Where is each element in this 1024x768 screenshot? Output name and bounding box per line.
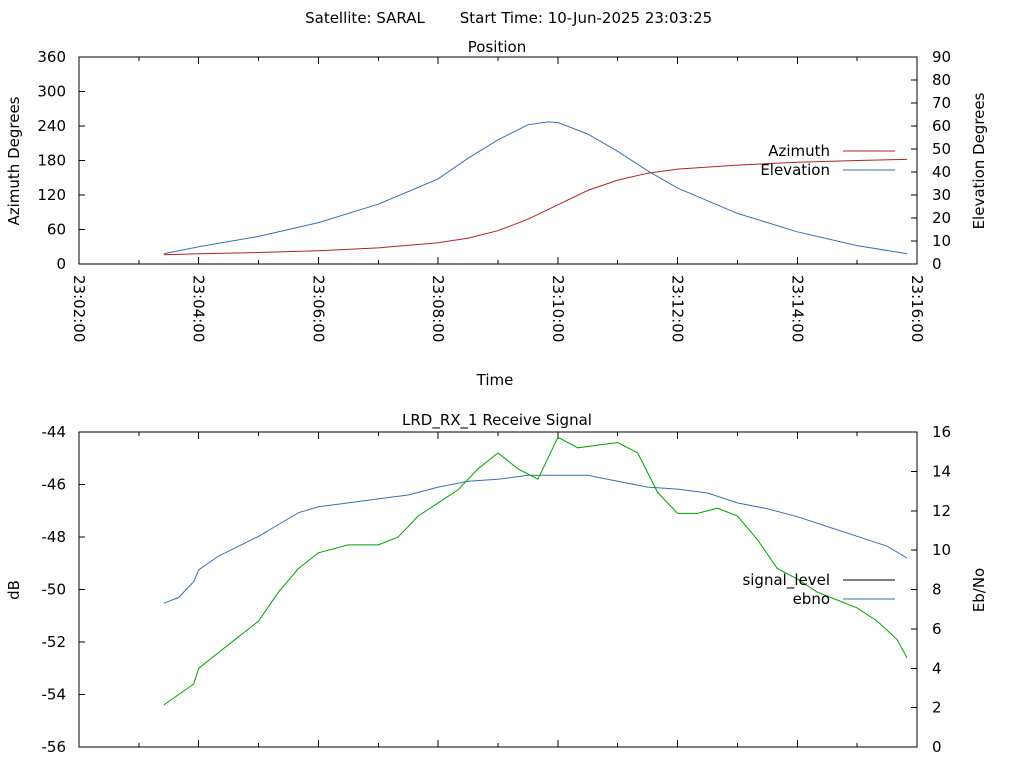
db-tick-label: -44: [42, 423, 67, 441]
azimuth-axis-label: Azimuth Degrees: [5, 96, 23, 225]
elevation-tick-label: 80: [932, 71, 951, 89]
ebno-series-line: [163, 474, 908, 604]
elevation-tick-label: 90: [932, 48, 951, 66]
azimuth-tick-label: 180: [37, 152, 66, 170]
elevation-tick-label: 50: [932, 140, 951, 158]
ebno-tick-label: 4: [932, 659, 942, 677]
db-axis-label: dB: [5, 580, 23, 600]
ebno-tick-label: 14: [932, 462, 951, 480]
position-legend: Azimuth Elevation: [760, 142, 895, 179]
ebno-tick-label: 2: [932, 699, 942, 717]
azimuth-tick-label: 120: [37, 186, 66, 204]
elevation-tick-label: 0: [932, 255, 942, 273]
position-chart: Position 0 60 120 180 240 300 360 0 10 20 30 40 50 60…: [5, 38, 988, 389]
position-x-tick-label: 23:16:00: [908, 275, 926, 342]
elevation-axis-label: Elevation Degrees: [970, 92, 988, 229]
ebno-tick-label: 16: [932, 423, 951, 441]
azimuth-series-line: [163, 158, 908, 256]
elevation-series-line: [163, 121, 908, 255]
ebno-tick-label: 10: [932, 541, 951, 559]
start-time-label: Start Time: 10-Jun-2025 23:03:25: [460, 9, 712, 27]
db-tick-label: -52: [42, 633, 67, 651]
db-tick-label: -50: [42, 581, 67, 599]
position-x-tick-label: 23:08:00: [429, 275, 447, 342]
ebno-tick-label: 8: [932, 581, 942, 599]
elevation-tick-label: 20: [932, 209, 951, 227]
legend-label-ebno: ebno: [793, 590, 830, 608]
ebno-tick-label: 0: [932, 738, 942, 756]
db-tick-label: -48: [42, 528, 67, 546]
db-tick-label: -56: [42, 738, 67, 756]
position-x-tick-label: 23:14:00: [788, 275, 806, 342]
azimuth-tick-label: 240: [37, 117, 66, 135]
position-x-tick-label: 23:12:00: [669, 275, 687, 342]
db-tick-label: -54: [42, 686, 67, 704]
signal-legend: signal_level ebno: [742, 571, 895, 608]
signal-level-series-line: [163, 436, 908, 706]
ebno-axis-label: Eb/No: [970, 568, 988, 612]
position-x-tick-label: 23:04:00: [190, 275, 208, 342]
azimuth-tick-label: 300: [37, 83, 66, 101]
position-x-tick-label: 23:10:00: [549, 275, 567, 342]
elevation-tick-label: 70: [932, 94, 951, 112]
legend-label-azimuth: Azimuth: [768, 142, 830, 160]
ebno-tick-label: 12: [932, 502, 951, 520]
satellite-label: Satellite: SARAL: [305, 9, 425, 27]
azimuth-tick-label: 60: [47, 221, 66, 239]
ebno-tick-label: 6: [932, 620, 942, 638]
elevation-tick-label: 40: [932, 163, 951, 181]
azimuth-tick-label: 360: [37, 48, 66, 66]
position-chart-title: Position: [468, 38, 526, 56]
legend-label-signal-level: signal_level: [742, 571, 830, 590]
elevation-tick-label: 30: [932, 186, 951, 204]
receive-signal-chart: LRD_RX_1 Receive Signal -56 -54 -52 -50 -48 -…: [5, 411, 988, 756]
elevation-tick-label: 60: [932, 117, 951, 135]
azimuth-tick-label: 0: [56, 255, 66, 273]
elevation-tick-label: 10: [932, 232, 951, 250]
db-tick-label: -46: [42, 476, 67, 494]
legend-label-elevation: Elevation: [760, 161, 830, 179]
position-x-axis-label: Time: [476, 371, 514, 389]
position-x-tick-label: 23:06:00: [309, 275, 327, 342]
receive-signal-chart-title: LRD_RX_1 Receive Signal: [402, 411, 592, 430]
position-x-tick-label: 23:02:00: [70, 275, 88, 342]
